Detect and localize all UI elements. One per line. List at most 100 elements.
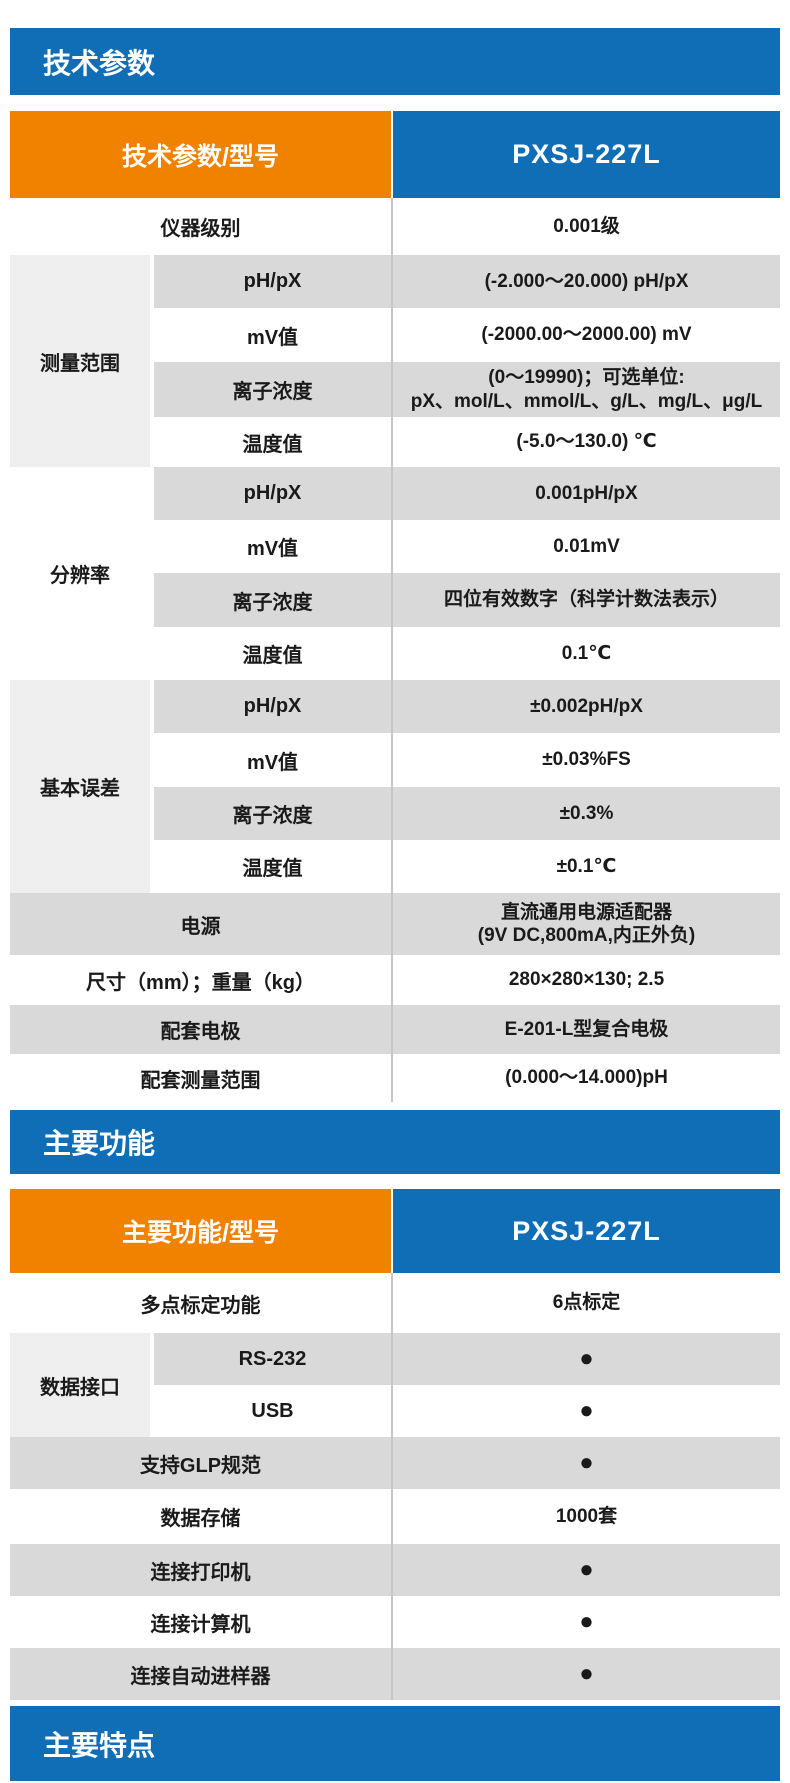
group-rows: pH/pX ±0.002pH/pX mV值 ±0.03%FS 离子浓度 ±0.3% 温度值 ±…	[154, 680, 780, 893]
row-value-cell: 0.1℃	[391, 627, 780, 680]
spec-row: 配套测量范围 (0.000～14.000)pH	[10, 1054, 780, 1102]
row-label-cell: USB	[251, 1399, 294, 1422]
row-label-cell: 离子浓度	[232, 805, 313, 827]
section-title-main-functions: 主要功能	[10, 1110, 780, 1174]
row-label-cell: 配套测量范围	[140, 1069, 261, 1092]
row-label-cell: 多点标定功能	[140, 1294, 261, 1317]
group-label-cell: 基本误差	[10, 680, 150, 893]
feature-supported-dot: ●	[579, 1660, 594, 1687]
row-value-cell: (-2.000～20.000) pH/pX	[391, 255, 780, 308]
row-value-text: (-2.000～20.000) pH/pX	[484, 270, 689, 292]
row-value-cell: (0～19990)；可选单位: pX、mol/L、mmol/L、g/L、mg/L、…	[391, 362, 780, 417]
row-value-cell: ●	[391, 1648, 780, 1700]
row-label-cell: 温度值	[242, 858, 303, 880]
spec-group-band: 测量范围 pH/pX (-2.000～20.000) pH/pX mV值 (-2000.…	[10, 255, 780, 467]
row-value-text: (0～19990)；可选单位:	[488, 367, 685, 389]
row-value-text: ±0.002pH/pX	[530, 695, 643, 717]
technical-specs-table: 技术参数/型号 PXSJ-227L 仪器级别 0.001级测量范围 pH/pX (-2…	[10, 111, 780, 1102]
group-rows: pH/pX 0.001pH/pX mV值 0.01mV 离子浓度 四位有效数字（科学计数法…	[154, 467, 780, 680]
row-value-cell: ●	[391, 1385, 780, 1437]
row-value-cell: (-2000.00～2000.00) mV	[391, 308, 780, 362]
row-value-cell: ●	[391, 1437, 780, 1489]
table2-header-label: 主要功能/型号	[10, 1189, 391, 1273]
row-value-cell: (-5.0～130.0) ℃	[391, 417, 780, 467]
table1-header-model: PXSJ-227L	[393, 111, 780, 198]
group-label-cell: 分辨率	[10, 467, 150, 680]
spec-row: 多点标定功能 6点标定	[10, 1273, 780, 1333]
spec-group-band: 数据接口 RS-232 ● USB ●	[10, 1333, 780, 1437]
table1-body: 仪器级别 0.001级测量范围 pH/pX (-2.000～20.000) pH/pX…	[10, 198, 780, 1102]
row-label-cell: 配套电极	[160, 1021, 241, 1043]
row-value-text: 0.001级	[553, 215, 620, 237]
spec-row: 离子浓度 四位有效数字（科学计数法表示）	[154, 573, 780, 627]
table2-body: 多点标定功能 6点标定 数据接口 RS-232 ● USB ● 支持GLP规范 ● 数据存储 100…	[10, 1273, 780, 1700]
row-value-cell: (0.000～14.000)pH	[391, 1054, 780, 1102]
row-value-text: 0.001pH/pX	[535, 482, 638, 504]
feature-supported-dot: ●	[579, 1449, 594, 1476]
row-label-cell: 连接计算机	[150, 1613, 251, 1636]
spec-row: 温度值 0.1℃	[154, 627, 780, 680]
row-value-text: E-201-L型复合电极	[504, 1018, 669, 1040]
row-value-cell: ●	[391, 1544, 780, 1596]
row-label-cell: mV值	[246, 751, 299, 774]
spec-row: USB ●	[154, 1385, 780, 1437]
row-value-cell: 0.001级	[391, 198, 780, 255]
spec-row: mV值 (-2000.00～2000.00) mV	[154, 308, 780, 362]
spec-row: 尺寸（mm）；重量（kg） 280×280×130; 2.5	[10, 955, 780, 1005]
row-label-cell: 连接打印机	[150, 1561, 251, 1584]
group-rows: RS-232 ● USB ●	[154, 1333, 780, 1437]
row-label-cell: 离子浓度	[232, 381, 313, 403]
row-label-cell: pH/pX	[243, 270, 302, 292]
row-label-cell: 尺寸（mm）；重量（kg）	[86, 971, 315, 994]
row-value-text: ±0.1℃	[556, 855, 617, 877]
spec-row: pH/pX 0.001pH/pX	[154, 467, 780, 520]
row-value-cell: 6点标定	[391, 1273, 780, 1333]
group-label-cell: 测量范围	[10, 255, 150, 467]
spec-group-band: 分辨率 pH/pX 0.001pH/pX mV值 0.01mV 离子浓度 四位有效数字（科学…	[10, 467, 780, 680]
section-title-technical-specs: 技术参数	[10, 28, 780, 95]
row-value-cell: 直流通用电源适配器 (9V DC,800mA,内正外负)	[391, 893, 780, 955]
spec-row: pH/pX ±0.002pH/pX	[154, 680, 780, 733]
spec-row: mV值 ±0.03%FS	[154, 733, 780, 787]
row-label-cell: 仪器级别	[160, 218, 241, 240]
row-value-text: (-5.0～130.0) ℃	[516, 431, 657, 453]
row-value-text: 直流通用电源适配器	[500, 901, 672, 923]
spec-row: 配套电极 E-201-L型复合电极	[10, 1005, 780, 1054]
row-value-text: pX、mol/L、mmol/L、g/L、mg/L、μg/L	[410, 390, 763, 412]
row-label-cell: mV值	[246, 538, 299, 560]
row-value-text: ±0.3%	[559, 802, 614, 824]
spec-row: 连接计算机 ●	[10, 1596, 780, 1648]
table1-header-label: 技术参数/型号	[10, 111, 391, 198]
row-value-cell: ●	[391, 1596, 780, 1648]
row-value-cell: ±0.3%	[391, 787, 780, 840]
spec-row: 支持GLP规范 ●	[10, 1437, 780, 1489]
table2-header-row: 主要功能/型号 PXSJ-227L	[10, 1189, 780, 1273]
row-value-cell: 1000套	[391, 1489, 780, 1544]
spec-row: 数据存储 1000套	[10, 1489, 780, 1544]
row-label-cell: 连接自动进样器	[130, 1665, 271, 1688]
row-value-text: (0.000～14.000)pH	[505, 1067, 668, 1089]
spec-row: 离子浓度 (0～19990)；可选单位: pX、mol/L、mmol/L、g/L、m…	[154, 362, 780, 417]
row-label-cell: 电源	[180, 915, 221, 938]
spec-row: mV值 0.01mV	[154, 520, 780, 573]
main-functions-table: 主要功能/型号 PXSJ-227L 多点标定功能 6点标定 数据接口 RS-232 ● U…	[10, 1189, 780, 1700]
feature-supported-dot: ●	[579, 1608, 594, 1635]
row-label-cell: 支持GLP规范	[139, 1454, 262, 1477]
row-value-cell: ±0.03%FS	[391, 733, 780, 787]
row-label-cell: 数据存储	[160, 1508, 241, 1530]
row-value-text: 6点标定	[552, 1292, 621, 1314]
table2-header-divider	[391, 1189, 393, 1273]
row-label-cell: 温度值	[242, 645, 303, 667]
spec-row: 温度值 (-5.0～130.0) ℃	[154, 417, 780, 467]
row-label-cell: RS-232	[238, 1347, 307, 1370]
row-value-text: 0.1℃	[561, 642, 612, 664]
row-value-cell: E-201-L型复合电极	[391, 1005, 780, 1054]
row-label-cell: 离子浓度	[232, 591, 313, 614]
row-label-cell: mV值	[246, 326, 299, 349]
row-value-cell: ±0.002pH/pX	[391, 680, 780, 733]
row-value-text: (9V DC,800mA,内正外负)	[477, 925, 696, 946]
table2-header-model: PXSJ-227L	[393, 1189, 780, 1273]
row-value-cell: 0.01mV	[391, 520, 780, 573]
row-value-cell: ±0.1℃	[391, 840, 780, 893]
spec-row: 电源 直流通用电源适配器 (9V DC,800mA,内正外负)	[10, 893, 780, 955]
